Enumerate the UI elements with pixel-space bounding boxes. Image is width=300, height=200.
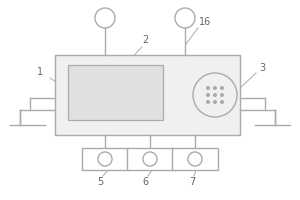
- Bar: [172, 148, 218, 170]
- Circle shape: [188, 152, 202, 166]
- Circle shape: [220, 100, 224, 104]
- Text: 16: 16: [199, 17, 211, 27]
- Text: 5: 5: [97, 177, 103, 187]
- Bar: [127, 148, 173, 170]
- Circle shape: [206, 93, 210, 97]
- Circle shape: [220, 93, 224, 97]
- Circle shape: [213, 100, 217, 104]
- Text: 6: 6: [142, 177, 148, 187]
- Circle shape: [143, 152, 157, 166]
- Circle shape: [220, 86, 224, 90]
- Circle shape: [206, 100, 210, 104]
- Text: 3: 3: [259, 63, 265, 73]
- Text: 7: 7: [189, 177, 195, 187]
- Circle shape: [213, 86, 217, 90]
- Bar: [55, 55, 240, 135]
- Text: 2: 2: [142, 35, 148, 45]
- Circle shape: [213, 93, 217, 97]
- Circle shape: [206, 86, 210, 90]
- Circle shape: [193, 73, 237, 117]
- Text: 1: 1: [37, 67, 43, 77]
- Bar: [82, 148, 128, 170]
- Circle shape: [175, 8, 195, 28]
- Circle shape: [98, 152, 112, 166]
- Circle shape: [95, 8, 115, 28]
- Bar: [68, 65, 163, 120]
